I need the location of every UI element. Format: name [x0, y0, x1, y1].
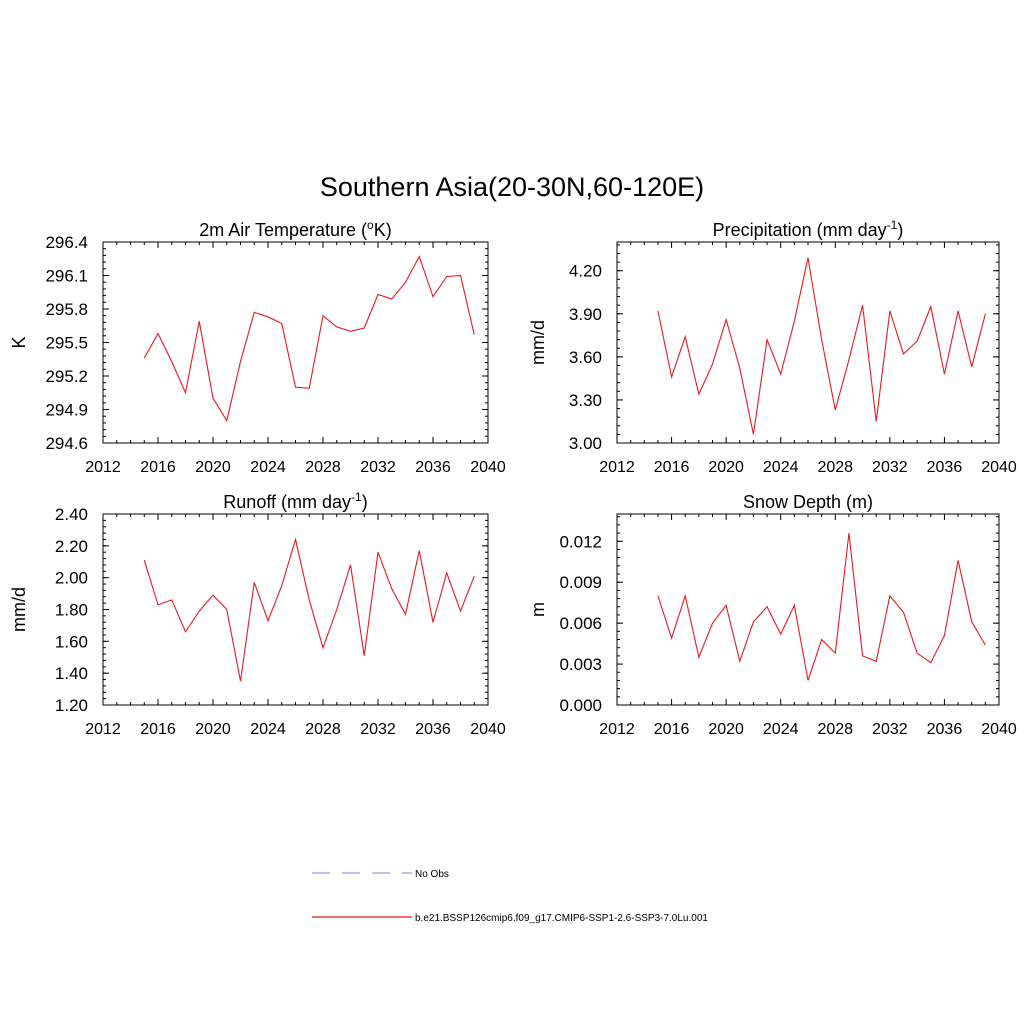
x-tick-label: 2020 [195, 721, 231, 738]
plot-frame [616, 241, 1000, 444]
x-tick-label: 2036 [415, 721, 451, 738]
x-tick-label: 2020 [708, 459, 744, 476]
y-tick-label: 1.80 [55, 601, 88, 620]
y-tick-label: 296.1 [45, 267, 88, 286]
x-tick-label: 2036 [415, 459, 451, 476]
x-tick-label: 2040 [981, 459, 1017, 476]
chart-panel-snow-depth: 2012 2016 2020 2024 2028 2032 2036 2040 0.000 0.0… [528, 492, 1017, 738]
y-tick-label: 1.20 [55, 696, 88, 715]
panel-title: 2m Air Temperature (oK) [199, 218, 391, 240]
x-tick-label: 2024 [763, 721, 799, 738]
y-tick-label: 0.009 [559, 573, 602, 592]
x-tick-label: 2024 [250, 721, 286, 738]
x-tick-label: 2012 [85, 459, 121, 476]
panel-title: Precipitation (mm day-1) [713, 218, 904, 240]
series-line-precipitation [657, 257, 986, 435]
series-line-air-temperature [143, 255, 475, 423]
chart-panel-runoff: 2012 2016 2020 2024 2028 2032 2036 2040 1.20 1.40… [9, 490, 506, 738]
x-tick-label: 2032 [872, 721, 908, 738]
y-tick-label: 295.2 [45, 367, 88, 386]
series-line-runoff [143, 537, 475, 682]
panel-title: Snow Depth (m) [743, 492, 873, 512]
x-tick-label: 2028 [817, 721, 853, 738]
main-title: Southern Asia(20-30N,60-120E) [320, 172, 704, 202]
y-tick-label: 0.006 [559, 614, 602, 633]
y-tick-label: 294.9 [45, 401, 88, 420]
y-tick-label: 4.20 [569, 262, 602, 281]
x-tick-label: 2020 [708, 721, 744, 738]
y-tick-label: 1.60 [55, 632, 88, 651]
x-tick-label: 2036 [927, 721, 963, 738]
x-tick-label: 2024 [250, 459, 286, 476]
x-tick-label: 2032 [872, 459, 908, 476]
y-tick-label: 295.8 [45, 300, 88, 319]
legend-model-label: b.e21.BSSP126cmip6.f09_g17.CMIP6-SSP1-2.… [415, 913, 708, 924]
x-tick-label: 2032 [360, 721, 396, 738]
y-tick-label: 2.20 [55, 537, 88, 556]
chart-panel-precipitation: 2012 2016 2020 2024 2028 2032 2036 2040 3.00 3.30… [528, 218, 1017, 476]
x-tick-label: 2028 [305, 459, 341, 476]
x-tick-label: 2012 [85, 721, 121, 738]
x-tick-label: 2040 [470, 459, 506, 476]
x-tick-label: 2036 [927, 459, 963, 476]
x-tick-label: 2020 [195, 459, 231, 476]
legend: No Obs b.e21.BSSP126cmip6.f09_g17.CMIP6-… [312, 869, 708, 924]
y-tick-label: 294.6 [45, 434, 88, 453]
plot-frame [102, 241, 489, 444]
y-tick-label: 295.5 [45, 334, 88, 353]
y-tick-label: 1.40 [55, 664, 88, 683]
x-tick-label: 2028 [305, 721, 341, 738]
x-tick-label: 2016 [140, 721, 176, 738]
x-tick-label: 2012 [599, 721, 635, 738]
x-tick-label: 2012 [599, 459, 635, 476]
y-axis-label: mm/d [528, 320, 548, 365]
x-tick-label: 2016 [140, 459, 176, 476]
y-tick-label: 3.00 [569, 434, 602, 453]
y-axis-label: K [9, 336, 29, 348]
x-tick-label: 2016 [654, 459, 690, 476]
y-tick-label: 2.00 [55, 569, 88, 588]
y-tick-label: 3.60 [569, 348, 602, 367]
x-tick-label: 2032 [360, 459, 396, 476]
y-tick-label: 0.000 [559, 696, 602, 715]
y-axis-label: m [528, 602, 548, 617]
x-tick-label: 2040 [470, 721, 506, 738]
y-axis-label: mm/d [9, 587, 29, 632]
y-tick-label: 0.012 [559, 532, 602, 551]
panels-group: 2012 2016 2020 2024 2028 2032 2036 2040 294.6 294… [9, 218, 1017, 738]
series-line-snow-depth [657, 533, 986, 681]
x-tick-label: 2024 [763, 459, 799, 476]
y-tick-label: 0.003 [559, 655, 602, 674]
y-tick-label: 3.30 [569, 391, 602, 410]
legend-obs-label: No Obs [415, 869, 449, 880]
y-tick-label: 3.90 [569, 305, 602, 324]
panel-title: Runoff (mm day-1) [223, 490, 367, 512]
chart-panel-air-temperature: 2012 2016 2020 2024 2028 2032 2036 2040 294.6 294… [9, 218, 506, 476]
y-tick-label: 2.40 [55, 505, 88, 524]
y-tick-label: 296.4 [45, 233, 88, 252]
x-tick-label: 2028 [817, 459, 853, 476]
x-tick-label: 2016 [654, 721, 690, 738]
x-tick-label: 2040 [981, 721, 1017, 738]
plot-frame [616, 513, 1000, 706]
